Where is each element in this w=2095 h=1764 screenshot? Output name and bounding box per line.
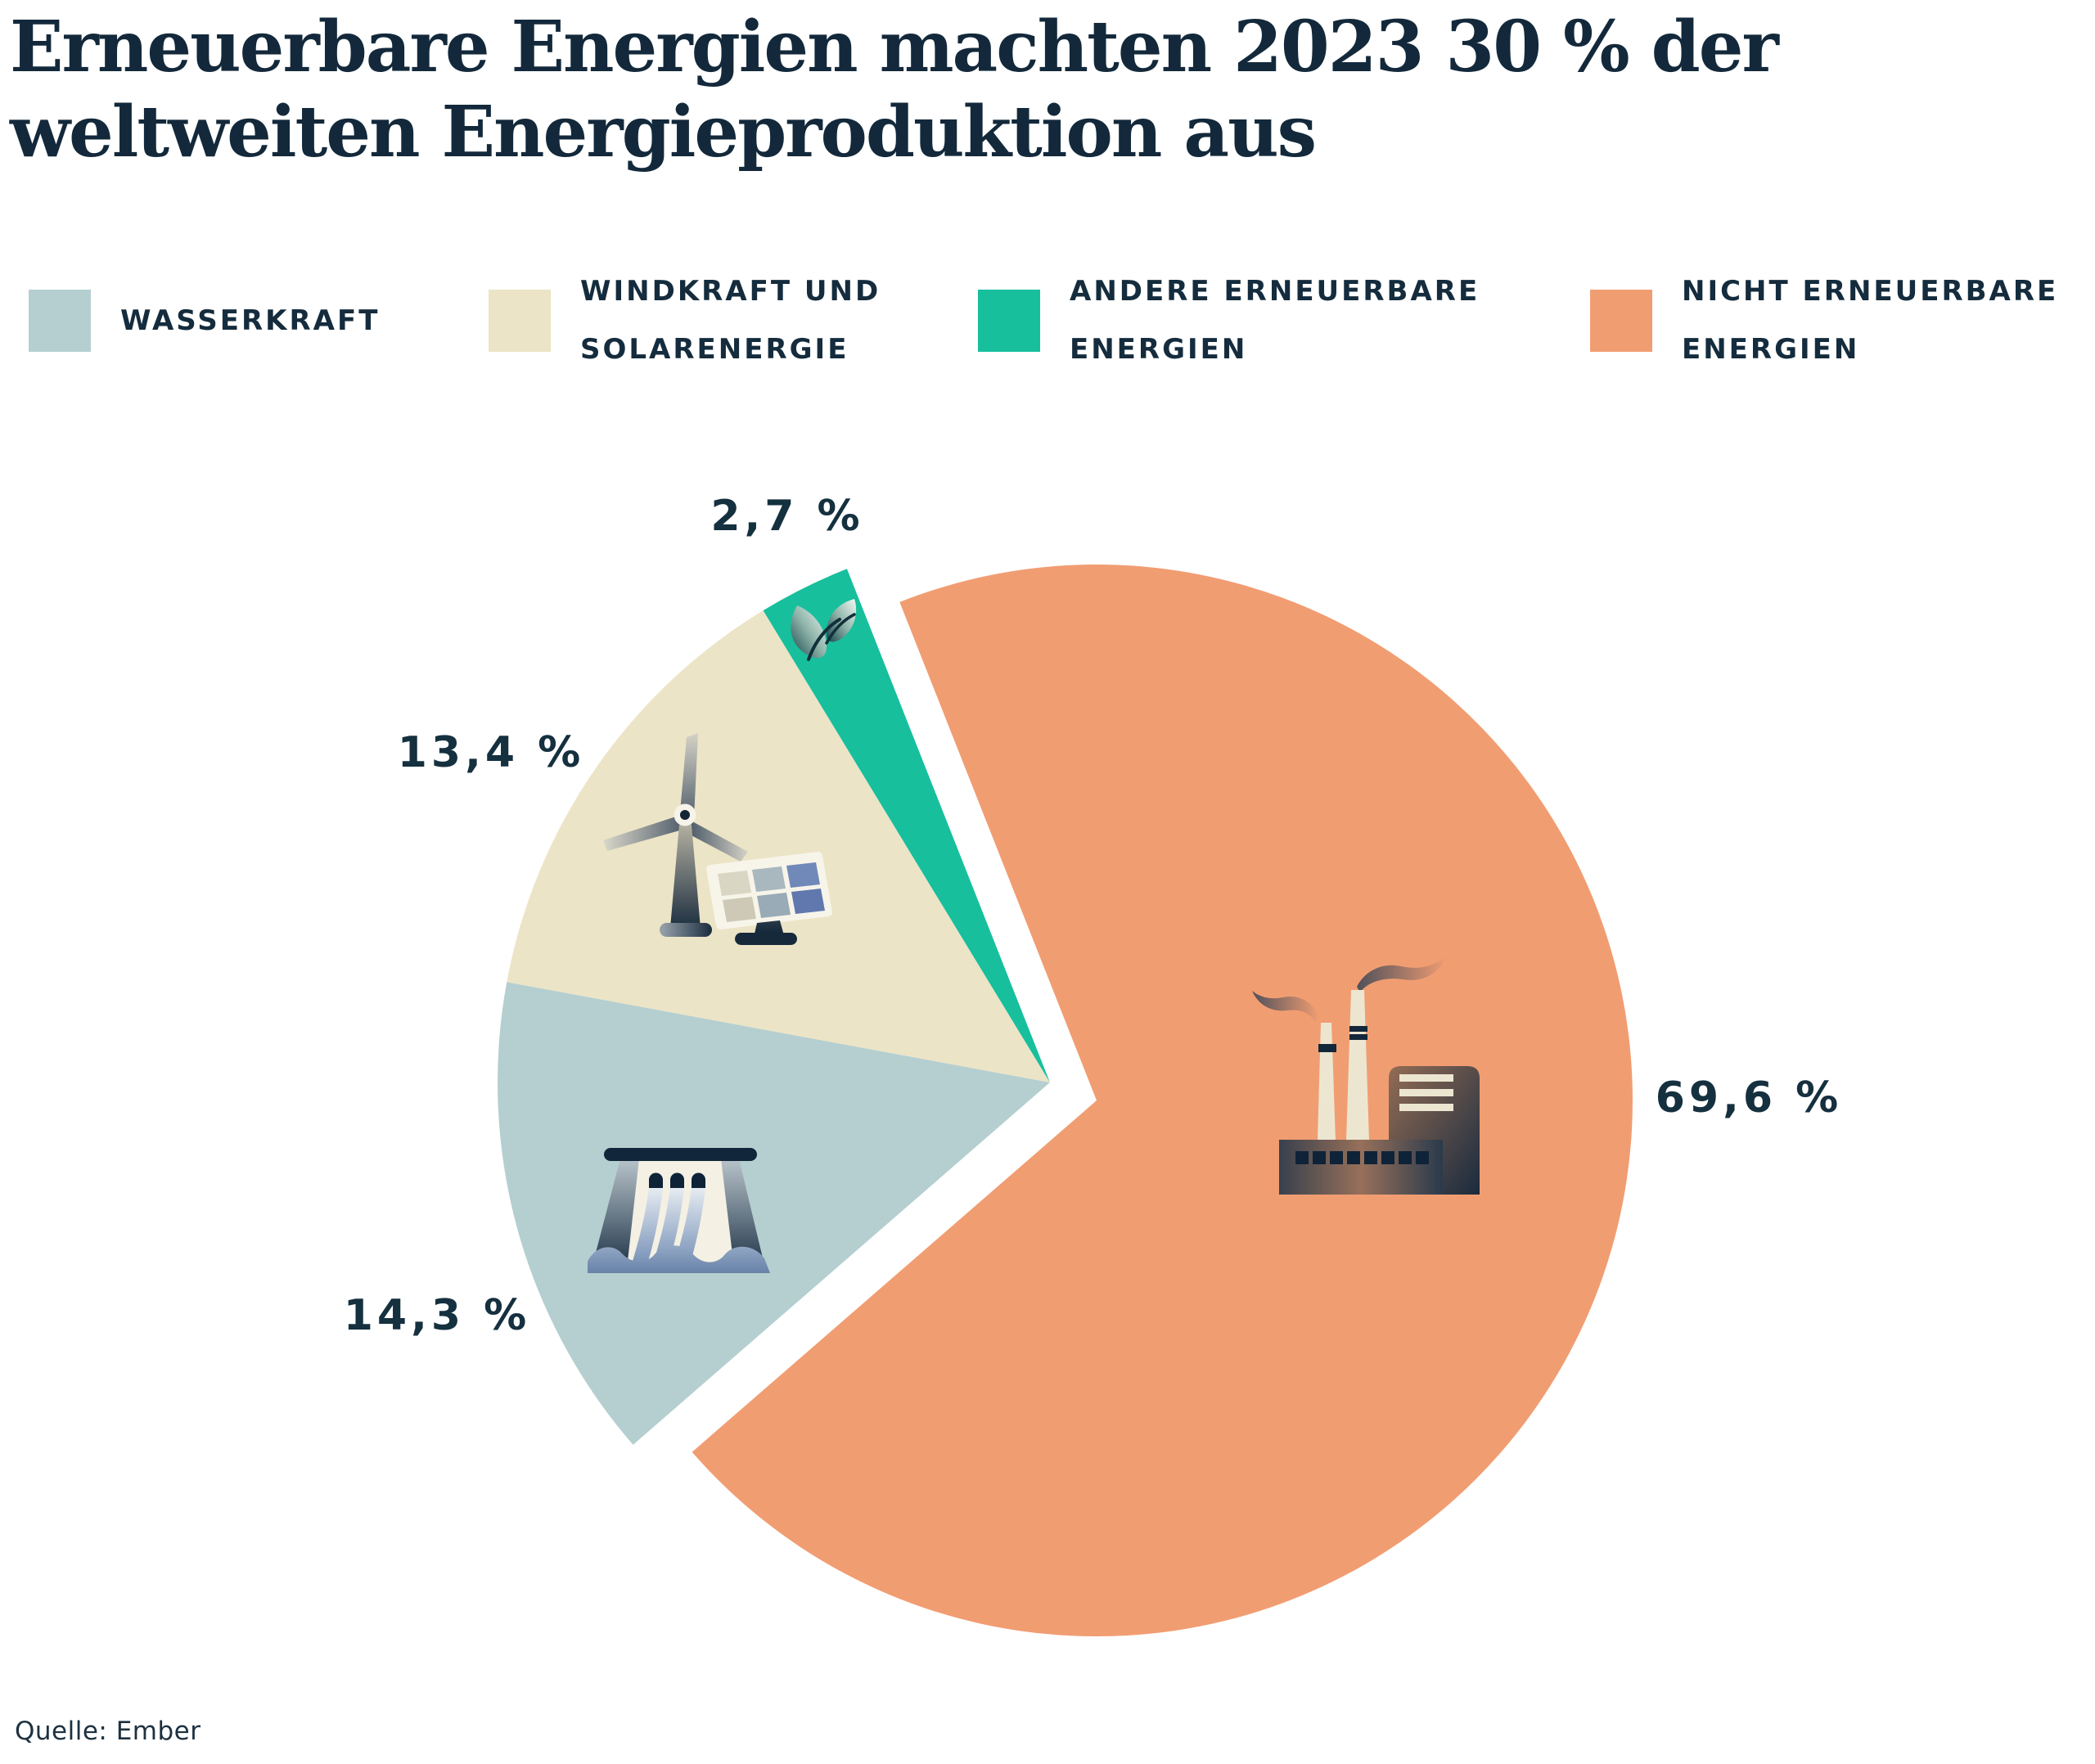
- pct-label-wasserkraft: 14,3 %: [343, 1291, 531, 1340]
- legend-item-wasserkraft: WASSERKRAFT: [29, 290, 380, 352]
- legend-item-andere-erneuerbare: ANDERE ERNEUERBARE ENERGIEN: [978, 275, 1480, 366]
- factory-icon: [1252, 956, 1480, 1195]
- legend-label: NICHT ERNEUERBARE ENERGIEN: [1682, 275, 2059, 366]
- legend-item-nicht-erneuerbare: NICHT ERNEUERBARE ENERGIEN: [1590, 275, 2058, 366]
- pct-label-windkraft-solar: 13,4 %: [397, 728, 585, 777]
- title-line-1: Erneuerbare Energien machten 2023 30 % d…: [10, 6, 1779, 88]
- legend-label: WASSERKRAFT: [120, 304, 381, 337]
- windkraft-solar-swatch: [489, 290, 551, 352]
- andere-erneuerbare-swatch: [978, 290, 1040, 352]
- title-line-2: weltweiten Energieproduktion aus: [10, 91, 1317, 173]
- source-note: Quelle: Ember: [15, 1717, 201, 1746]
- slice-andere-erneuerbare: [763, 569, 1050, 1082]
- legend-label: WINDKRAFT UND SOLARENERGIE: [580, 275, 881, 366]
- pie-slices: [497, 565, 1633, 1636]
- legend-label: ANDERE ERNEUERBARE ENERGIEN: [1070, 275, 1480, 366]
- wind-turbine-solar-panel-icon: [603, 733, 832, 945]
- legend-item-windkraft-solar: WINDKRAFT UND SOLARENERGIE: [489, 275, 881, 366]
- pct-label-nicht-erneuerbare: 69,6 %: [1655, 1073, 1843, 1123]
- slice-wasserkraft: [497, 982, 1050, 1445]
- page-title: Erneuerbare Energien machten 2023 30 % d…: [10, 5, 1779, 175]
- leaf-icon: [791, 599, 857, 661]
- slice-windkraft-solar: [507, 610, 1050, 1082]
- wasserkraft-swatch: [29, 290, 91, 352]
- solar-panel: [706, 852, 832, 945]
- factory-windows: [1295, 1151, 1429, 1164]
- slice-nicht-erneuerbare: [692, 565, 1633, 1636]
- pct-label-andere-erneuerbare: 2,7 %: [710, 492, 864, 541]
- dam-icon: [588, 1148, 770, 1273]
- nicht-erneuerbare-swatch: [1590, 290, 1652, 352]
